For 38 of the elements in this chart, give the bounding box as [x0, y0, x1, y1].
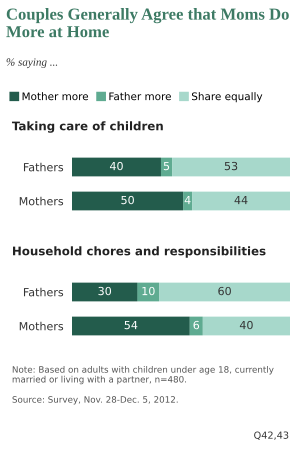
data-label: 4 — [184, 196, 191, 204]
data-label: 60 — [218, 286, 231, 296]
bar — [183, 192, 192, 210]
bar — [160, 158, 172, 176]
data-label: 10 — [142, 286, 155, 296]
y-tick-label: Mothers — [20, 196, 64, 206]
chart-subtitle: % saying ... — [6, 58, 58, 68]
bar — [202, 316, 290, 336]
chart-title: Household chores and responsibilities — [13, 246, 266, 258]
bar — [72, 316, 190, 336]
bar — [172, 158, 290, 176]
y-tick-label: Mothers — [20, 322, 64, 330]
legend-label: Mother more — [22, 92, 88, 100]
y-tick-label: Fathers — [24, 288, 64, 296]
bar — [72, 192, 184, 210]
legend-label: Share equally — [192, 92, 262, 102]
text: Note: Based on adults with children under age 18, currently married or living with a partner, n=480. — [12, 366, 274, 384]
data-label: 53 — [224, 162, 238, 170]
text: Q42,43 — [254, 431, 288, 440]
bar — [72, 282, 138, 302]
text: Taking care of children — [12, 121, 163, 133]
data-label: 5 — [164, 162, 170, 170]
legend-label: Father more — [109, 92, 171, 100]
bar — [72, 158, 161, 176]
source-note: Source: Survey, Nov. 28-Dec. 5, 2012. — [12, 396, 178, 404]
data-label: 54 — [124, 320, 138, 330]
bar — [137, 282, 160, 302]
bar — [190, 316, 203, 336]
data-label: 44 — [234, 196, 248, 204]
data-label: 50 — [121, 196, 134, 204]
y-tick-label: Fathers — [24, 162, 64, 172]
data-label: 40 — [110, 162, 123, 170]
bar — [192, 192, 290, 210]
chart-title: Couples Generally Agree that Moms Do More at Home — [6, 8, 289, 38]
data-label: 6 — [194, 320, 200, 330]
data-label: 40 — [240, 320, 253, 330]
data-label: 30 — [98, 286, 112, 296]
bar — [159, 282, 290, 302]
